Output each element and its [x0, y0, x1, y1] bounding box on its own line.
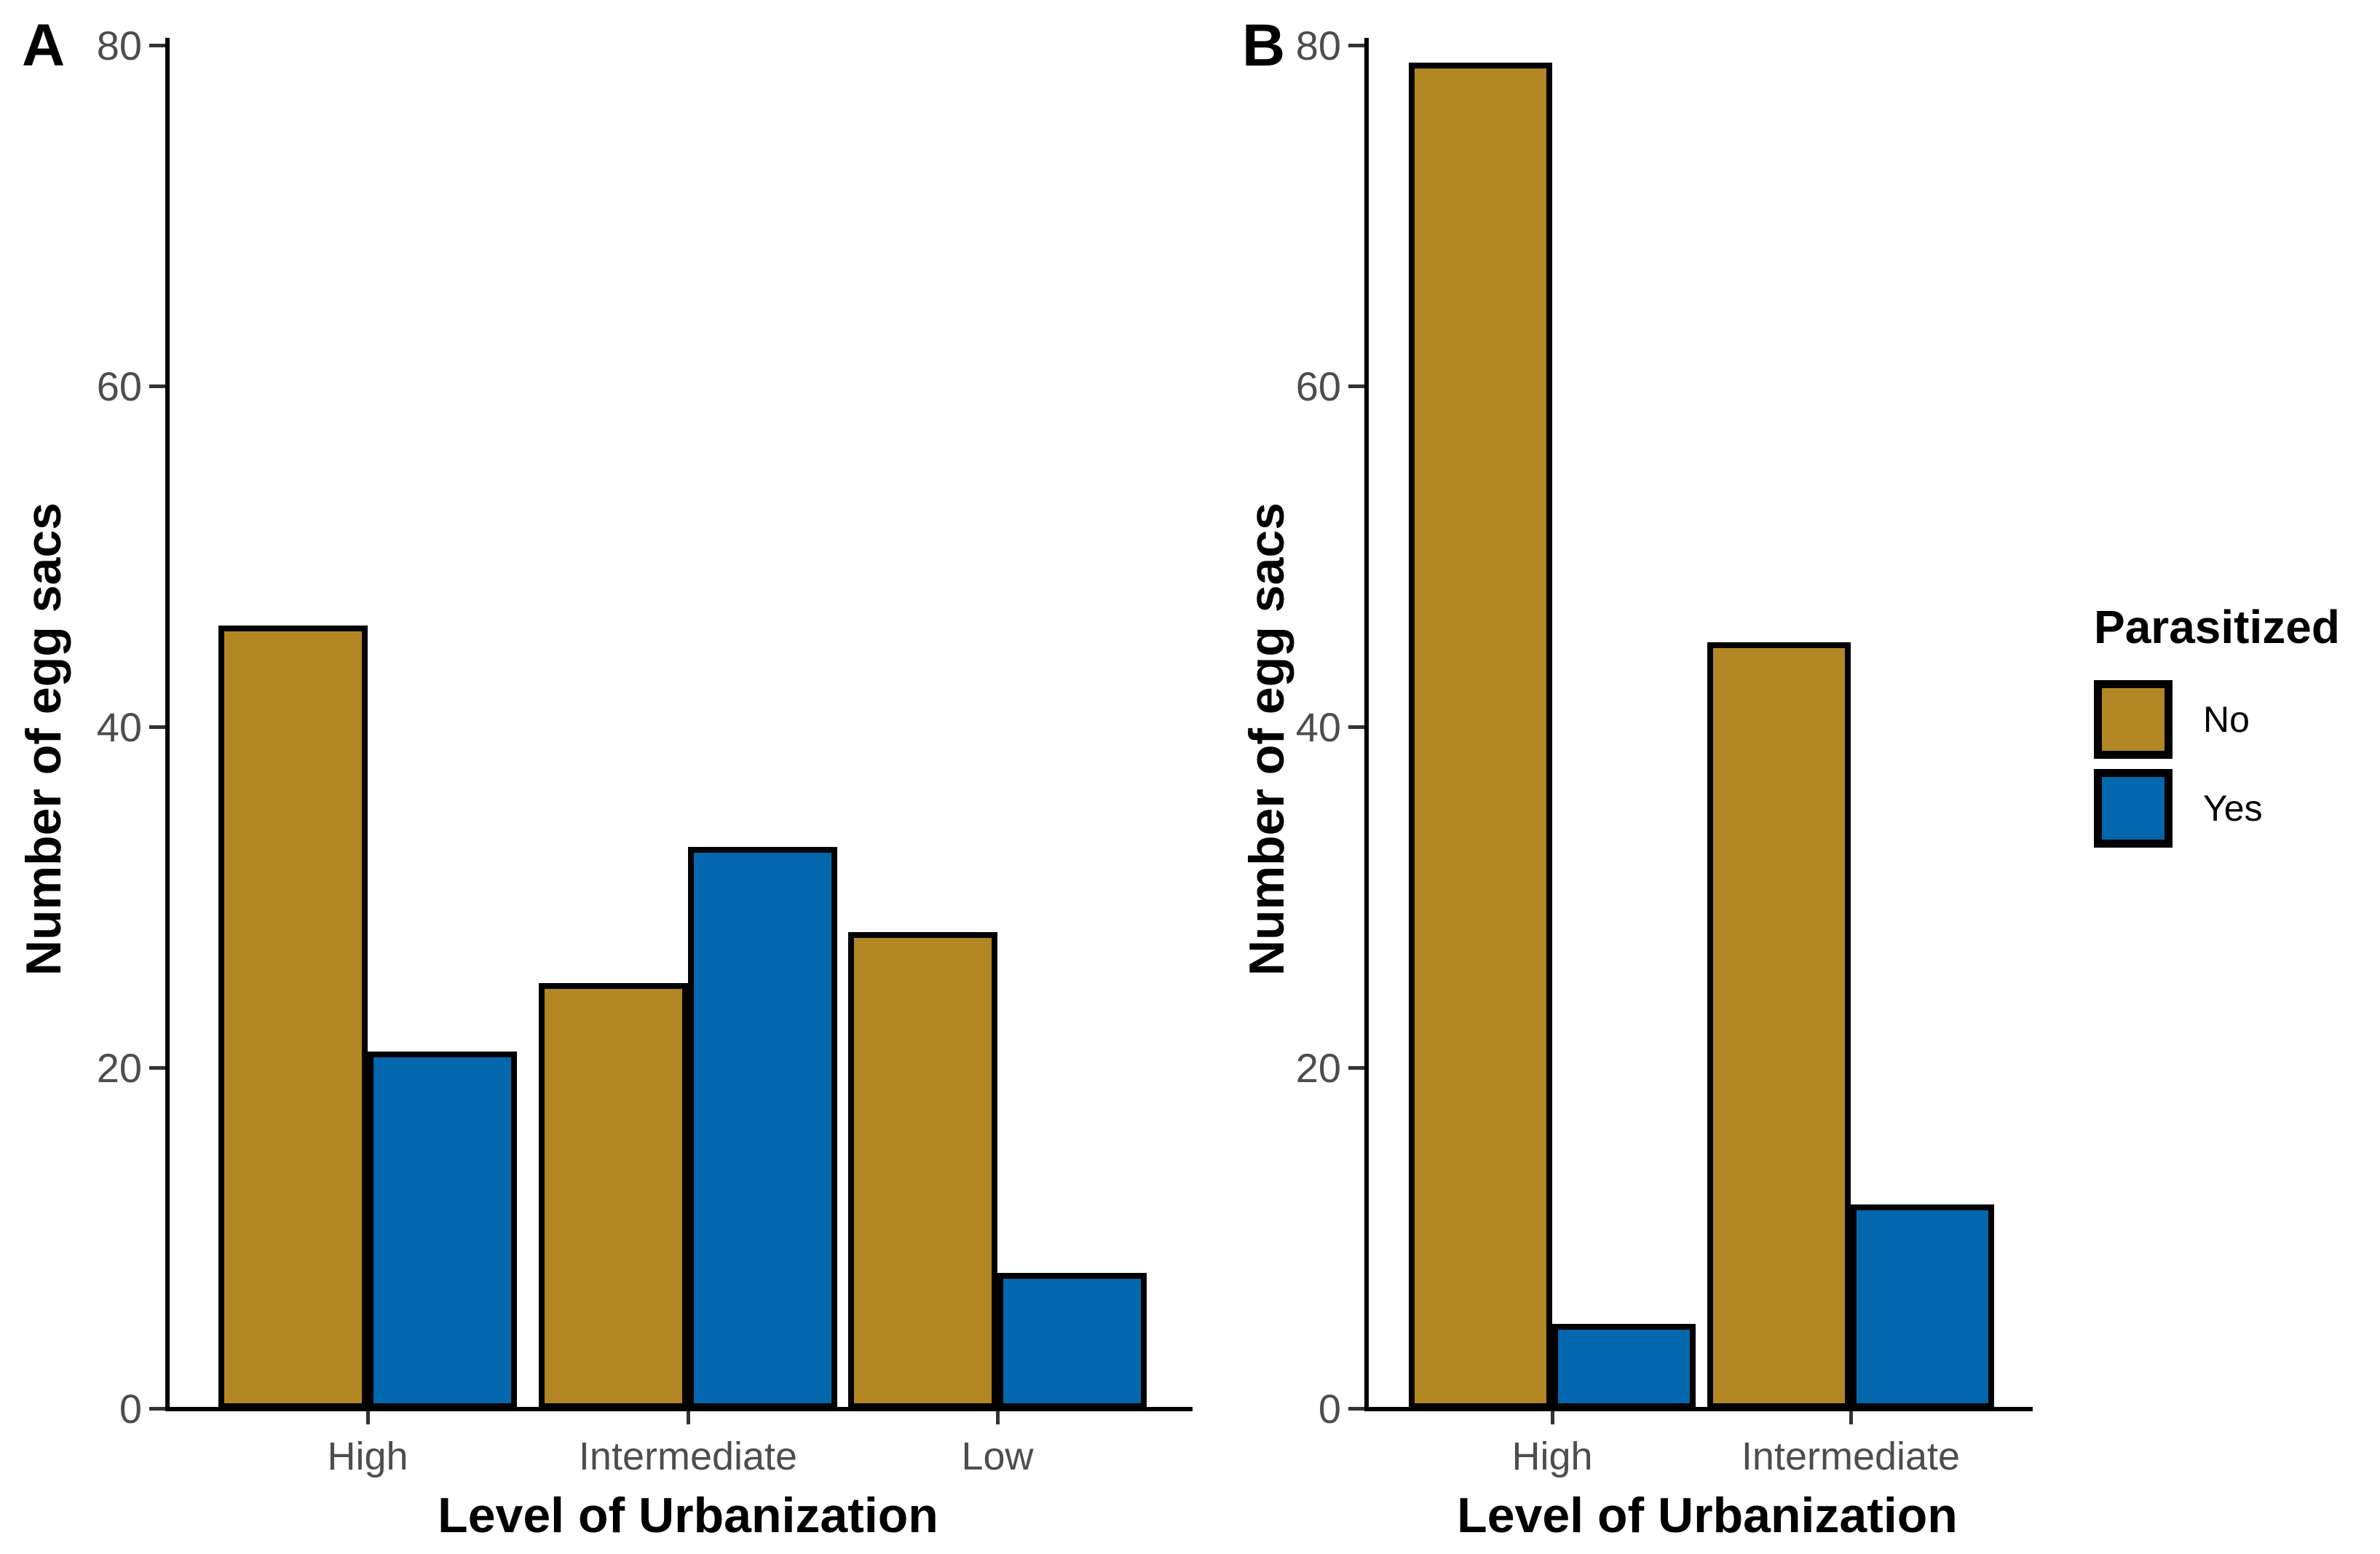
- legend: Parasitized No Yes: [2094, 602, 2340, 858]
- x-tick-mark: [366, 1411, 370, 1424]
- y-tick-mark: [149, 1066, 165, 1070]
- y-tick-label: 20: [1295, 1045, 1341, 1091]
- y-tick-mark: [149, 725, 165, 729]
- y-tick-mark: [1348, 44, 1364, 47]
- y-tick-label: 40: [96, 704, 142, 750]
- y-tick-mark: [1348, 384, 1364, 388]
- y-tick-label: 0: [1318, 1386, 1341, 1432]
- y-tick-mark: [1348, 1066, 1364, 1070]
- bar-b-intermediate-no: [1707, 642, 1851, 1409]
- y-tick-mark: [149, 1407, 165, 1411]
- y-axis-line: [165, 38, 170, 1411]
- x-axis-line: [165, 1407, 1193, 1411]
- x-tick-label: High: [1511, 1435, 1593, 1478]
- y-tick-label: 0: [119, 1386, 142, 1432]
- y-tick-label: 60: [96, 363, 142, 409]
- y-axis-line: [1364, 38, 1369, 1411]
- bar-b-high-yes: [1552, 1324, 1696, 1409]
- y-tick-label: 60: [1295, 363, 1341, 409]
- bar-a-low-no: [848, 931, 997, 1409]
- bar-a-high-yes: [368, 1051, 517, 1409]
- bar-a-intermediate-yes: [688, 846, 837, 1409]
- x-tick-label: Intermediate: [578, 1435, 798, 1478]
- panel-b-letter: B: [1242, 12, 1286, 79]
- legend-title: Parasitized: [2094, 601, 2340, 653]
- x-axis-title-panel-a: Level of Urbanization: [438, 1488, 938, 1543]
- x-tick-label: High: [327, 1435, 408, 1478]
- bar-b-high-no: [1409, 63, 1552, 1409]
- legend-item-yes: Yes: [2094, 769, 2340, 848]
- legend-item-no: No: [2094, 680, 2340, 760]
- y-tick-mark: [1348, 1407, 1364, 1411]
- bar-a-high-no: [218, 625, 368, 1409]
- y-tick-mark: [149, 384, 165, 388]
- x-tick-mark: [1849, 1411, 1853, 1424]
- x-tick-mark: [996, 1411, 1000, 1424]
- x-tick-mark: [687, 1411, 690, 1424]
- bar-a-low-yes: [997, 1272, 1147, 1409]
- bar-a-intermediate-no: [539, 983, 688, 1409]
- y-tick-mark: [149, 44, 165, 47]
- y-tick-label: 80: [96, 23, 142, 68]
- legend-key-swatch-yes: [2094, 769, 2173, 848]
- y-tick-label: 20: [96, 1045, 142, 1091]
- panel-a-letter: A: [22, 12, 66, 79]
- y-tick-label: 80: [1295, 23, 1341, 68]
- y-tick-label: 40: [1295, 704, 1341, 750]
- x-tick-label: Low: [961, 1435, 1034, 1478]
- x-axis-line: [1364, 1407, 2033, 1411]
- x-tick-mark: [1551, 1411, 1554, 1424]
- x-tick-label: Intermediate: [1741, 1435, 1961, 1478]
- legend-label-yes: Yes: [2203, 788, 2263, 829]
- bar-b-intermediate-yes: [1851, 1204, 1994, 1409]
- legend-key-swatch-no: [2094, 680, 2173, 760]
- legend-label-no: No: [2203, 699, 2250, 741]
- x-axis-title-panel-b: Level of Urbanization: [1457, 1488, 1958, 1543]
- y-tick-mark: [1348, 725, 1364, 729]
